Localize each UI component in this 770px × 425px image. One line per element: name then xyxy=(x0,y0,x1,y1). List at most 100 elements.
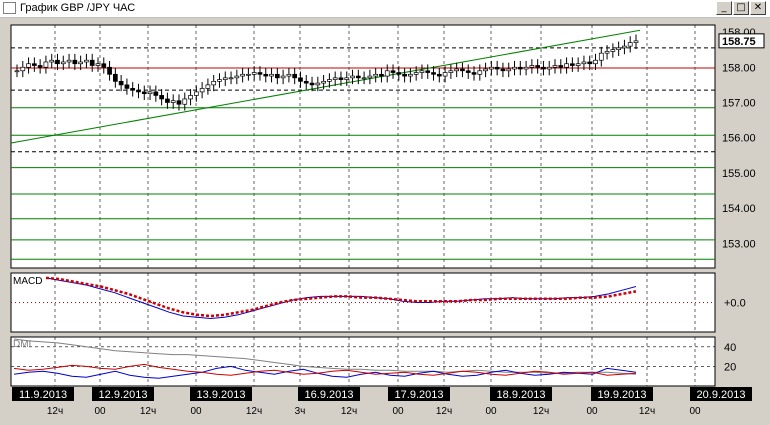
x-date-box xyxy=(591,387,653,401)
candle-body xyxy=(460,68,465,72)
x-date-box xyxy=(92,387,154,401)
x-sub-label: 12ч xyxy=(533,406,549,417)
macd-title: MACD xyxy=(13,276,42,287)
candle-body xyxy=(552,65,558,68)
candle-body xyxy=(124,84,130,89)
candle-body xyxy=(338,77,344,80)
candle-body xyxy=(240,73,245,77)
candle-body xyxy=(205,84,211,89)
candle-body xyxy=(419,70,425,73)
candle-body xyxy=(494,66,500,70)
candle-body xyxy=(332,77,338,80)
x-sub-label: 12ч xyxy=(436,406,452,417)
candle-body xyxy=(37,65,43,68)
candle-body xyxy=(564,63,569,68)
candle-body xyxy=(575,63,581,66)
candle-body xyxy=(222,77,228,80)
price-y-tick-label: 154.00 xyxy=(722,203,756,215)
x-date-label: 12.9.2013 xyxy=(99,389,148,401)
candle-body xyxy=(587,61,593,65)
candle-body xyxy=(26,63,31,68)
candle-body xyxy=(199,88,205,93)
candle-body xyxy=(379,73,384,77)
x-sub-label: 00 xyxy=(689,406,701,417)
candle-body xyxy=(489,66,494,70)
close-button[interactable]: ✕ xyxy=(750,1,766,15)
candle-body xyxy=(182,98,188,105)
candle-body xyxy=(66,59,72,63)
candle-body xyxy=(107,66,112,75)
last-price-box xyxy=(718,33,765,49)
candle-body xyxy=(20,66,26,72)
candle-body xyxy=(78,61,83,65)
x-date-box xyxy=(12,387,74,401)
candle-body xyxy=(396,72,402,75)
candle-body xyxy=(188,95,193,100)
candle-body xyxy=(89,59,95,66)
x-sub-label: 00 xyxy=(485,406,497,417)
macd-y-tick-label: +0.0 xyxy=(724,298,746,310)
candle-body xyxy=(159,95,164,100)
dmi-y-tick-label: 40 xyxy=(724,342,736,354)
candle-body xyxy=(523,66,529,70)
price-y-tick-label: 155.00 xyxy=(722,168,756,180)
candle-body xyxy=(32,63,37,66)
candle-body xyxy=(286,73,292,77)
dmi-y-tick-label: 20 xyxy=(724,361,736,373)
candle-body xyxy=(581,61,587,65)
x-sub-label: 12ч xyxy=(341,406,357,417)
x-date-label: 17.9.2013 xyxy=(395,389,444,401)
candle-body xyxy=(454,68,460,72)
dmi-title: DMI xyxy=(13,339,31,350)
candle-body xyxy=(541,66,546,70)
maximize-button[interactable]: □ xyxy=(733,1,749,15)
candle-body xyxy=(610,49,616,52)
candle-body xyxy=(228,77,234,80)
candle-body xyxy=(136,89,141,93)
candle-body xyxy=(535,65,541,68)
candle-body xyxy=(598,52,604,61)
candle-body xyxy=(193,91,199,96)
candle-body xyxy=(408,73,413,77)
candle-body xyxy=(442,72,448,77)
candle-body xyxy=(269,73,274,77)
candle-body xyxy=(361,77,367,80)
x-date-box xyxy=(190,387,252,401)
candle-body xyxy=(274,73,280,79)
candle-body xyxy=(234,75,240,79)
candle-body xyxy=(558,65,564,68)
dmi-plus-line xyxy=(13,365,637,379)
candle-body xyxy=(373,73,379,77)
x-sub-label: 3ч xyxy=(295,406,306,417)
candle-body xyxy=(153,91,159,96)
candle-body xyxy=(298,77,303,82)
minimize-button[interactable]: _ xyxy=(716,1,732,15)
candle-body xyxy=(217,79,222,82)
candle-body xyxy=(633,40,639,43)
x-date-label: 11.9.2013 xyxy=(19,389,67,401)
window-titlebar: График GBP /JPY ЧАС _ □ ✕ xyxy=(0,0,770,18)
candle-body xyxy=(448,70,454,73)
candle-body xyxy=(465,70,471,73)
candle-body xyxy=(627,42,633,47)
x-date-box xyxy=(298,387,360,401)
candle-body xyxy=(43,61,49,68)
macd-signal-line xyxy=(45,276,637,318)
candle-body xyxy=(165,98,170,103)
candle-body xyxy=(84,59,89,63)
candle-body xyxy=(211,80,217,86)
x-sub-label: 00 xyxy=(190,406,202,417)
candle-body xyxy=(130,88,136,91)
candle-body xyxy=(355,75,361,79)
panel-0-frame xyxy=(10,24,716,269)
candle-body xyxy=(251,72,257,75)
candle-body xyxy=(425,70,431,73)
candle-body xyxy=(529,65,535,68)
x-date-box xyxy=(490,387,552,401)
x-sub-label: 12ч xyxy=(639,406,655,417)
trendline xyxy=(10,29,641,144)
x-date-label: 19.9.2013 xyxy=(598,389,647,401)
candle-body xyxy=(280,75,286,79)
x-date-label: 20.9.2013 xyxy=(697,389,746,401)
